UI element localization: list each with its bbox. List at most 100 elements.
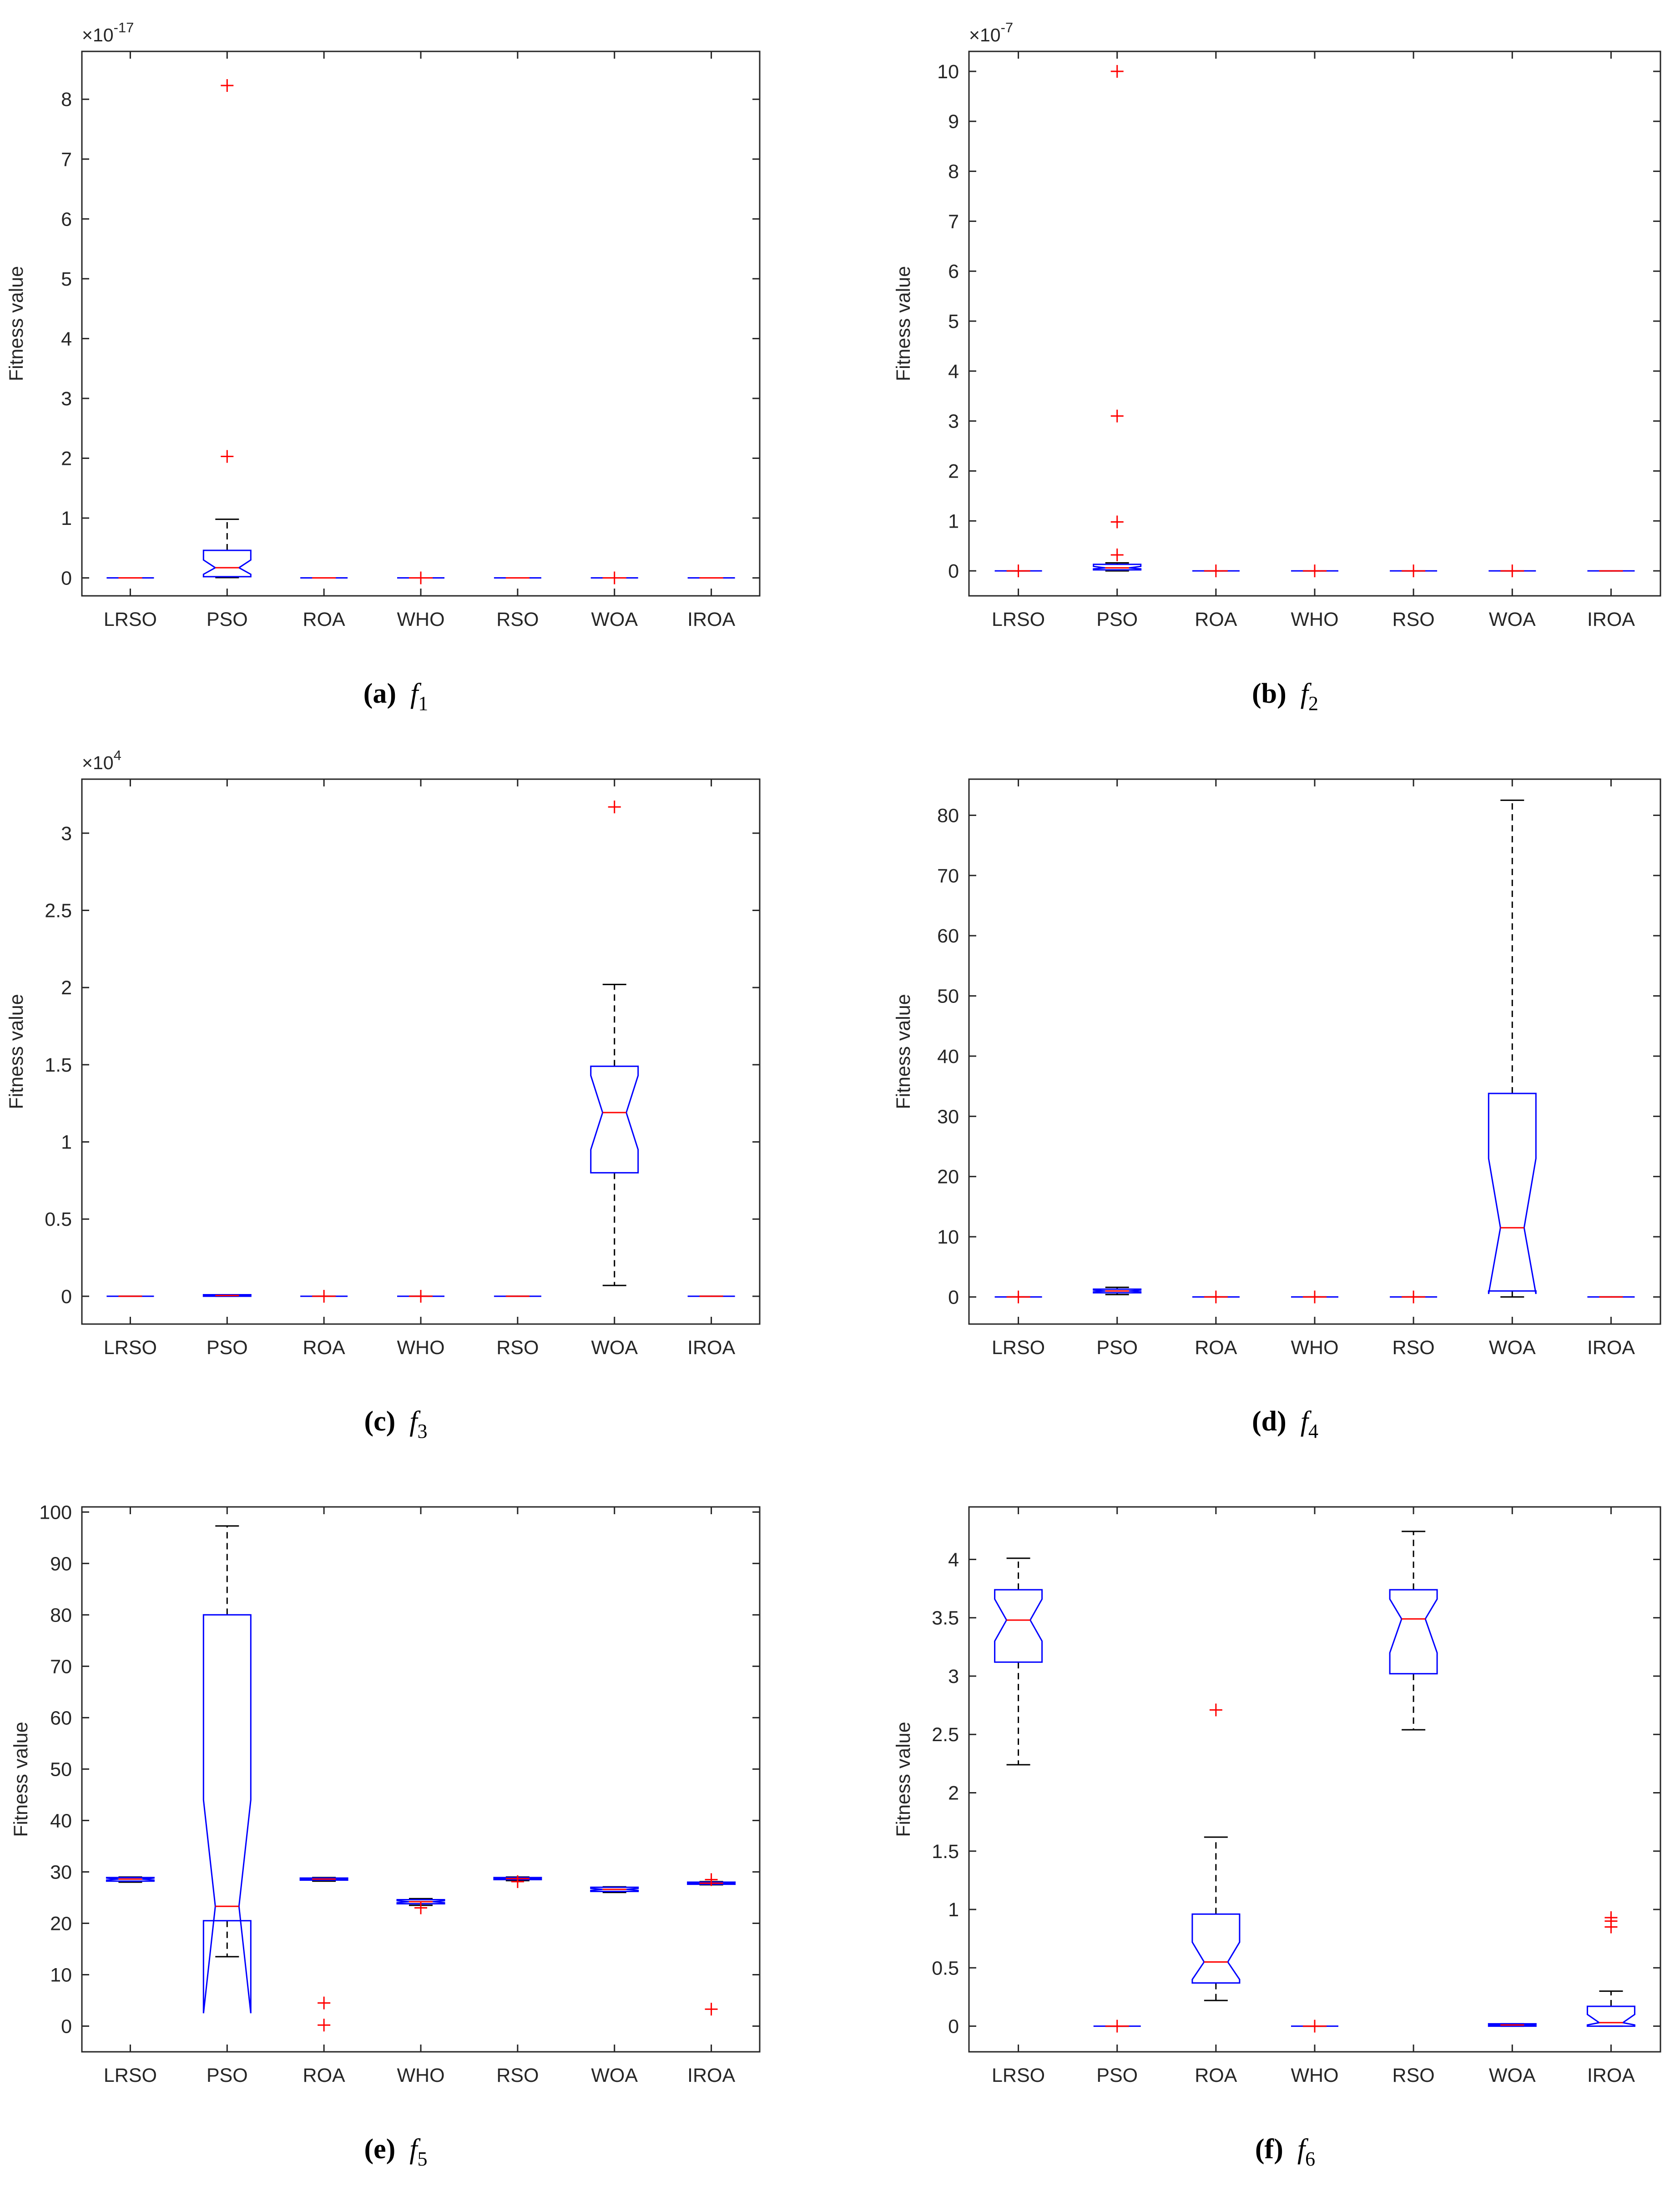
box-woa [590, 801, 639, 1286]
panel-caption: (a) f1 [363, 678, 429, 715]
box-body [1093, 564, 1142, 571]
box-pso [202, 1294, 252, 1297]
outlier-marker [414, 1901, 427, 1914]
x-tick-label: LRSO [104, 1337, 157, 1359]
x-tick-label: RSO [1392, 2065, 1435, 2086]
outlier-marker [1110, 2020, 1124, 2033]
y-axis-label: Fitness value [893, 266, 914, 381]
outlier-marker [1308, 1290, 1321, 1304]
x-tick-label: RSO [496, 1337, 539, 1359]
x-tick-label: WHO [1291, 609, 1338, 630]
y-tick-label: 3 [948, 411, 959, 433]
x-tick-label: IROA [687, 1337, 735, 1359]
y-tick-label: 0 [948, 2016, 959, 2038]
y-tick-label: 0.5 [932, 1957, 959, 1979]
box-who [396, 1898, 445, 1914]
box-roa [1192, 1290, 1240, 1304]
y-tick-label: 40 [937, 1046, 959, 1068]
x-tick-label: IROA [687, 2065, 735, 2086]
outlier-marker [1308, 564, 1321, 578]
y-tick-label: 20 [937, 1166, 959, 1188]
box-who [1291, 1290, 1338, 1304]
box-woa [590, 1886, 639, 1894]
y-tick-label: 2 [948, 460, 959, 482]
chart-panel-5: 0 10 20 30 40 50 60 70 80 90 100 LRSO PSO ROA WHO RSO WO… [10, 1501, 761, 2170]
y-tick-label: 30 [50, 1861, 72, 1883]
y-tick-label: 50 [937, 986, 959, 1007]
y-tick-label: 0 [61, 2015, 72, 2037]
box-who [1291, 2020, 1338, 2033]
caption-label: (d) [1252, 1406, 1286, 1437]
y-tick-label: 2 [948, 1783, 959, 1804]
x-tick-label: WHO [397, 2065, 444, 2086]
y-tick-label: 100 [39, 1501, 72, 1523]
caption-sub: 5 [418, 2148, 428, 2170]
x-tick-label: LRSO [992, 609, 1045, 630]
box-rso [1389, 1531, 1438, 1731]
box-woa [1488, 2023, 1537, 2027]
box-lrso [994, 564, 1042, 578]
y-tick-label: 4 [61, 328, 72, 350]
x-tick-label: IROA [687, 609, 735, 630]
outlier-marker [414, 571, 427, 584]
panel-caption: (e) f5 [364, 2134, 427, 2170]
box-roa [299, 1877, 348, 2032]
box-roa [1191, 1703, 1241, 2001]
outlier-marker [318, 1289, 331, 1303]
y-tick-label: 5 [948, 311, 959, 332]
y-tick-label: 7 [61, 149, 72, 171]
x-tick-label: ROA [1195, 1337, 1237, 1359]
chart-panel-3: 0 0.5 1 1.5 2 2.5 3 LRSO PSO ROA WHO RSO WOA IROA Fitn… [5, 747, 761, 1442]
y-axis-label: Fitness value [10, 1722, 32, 1837]
y-axis-label: Fitness value [893, 994, 914, 1109]
exponent-base: ×10 [969, 25, 1001, 45]
outlier-marker [1407, 1290, 1420, 1304]
outlier-marker [1209, 1703, 1222, 1717]
caption-space [396, 678, 410, 709]
caption-space [1283, 2134, 1297, 2165]
y-tick-label: 60 [937, 925, 959, 947]
box-lrso [994, 1557, 1043, 1766]
y-tick-label: 80 [937, 805, 959, 826]
y-tick-label: 1 [61, 508, 72, 529]
box-pso [1093, 1286, 1142, 1295]
y-tick-label: 10 [937, 1226, 959, 1248]
x-tick-label: PSO [1096, 2065, 1138, 2086]
x-tick-label: WHO [397, 1337, 444, 1359]
y-tick-label: 1 [948, 1899, 959, 1921]
caption-label: (f) [1255, 2134, 1283, 2165]
exponent-power: 4 [114, 747, 121, 763]
box-body [202, 549, 252, 578]
x-tick-label: WHO [1291, 2065, 1338, 2086]
x-tick-label: WOA [1489, 2065, 1536, 2086]
y-tick-label: 2.5 [932, 1724, 959, 1746]
y-tick-label: 2 [61, 977, 72, 999]
chart-panel-2: 0 1 2 3 4 5 6 7 8 9 10 LRSO PSO ROA WHO RSO WOA IROA Fitne… [893, 20, 1661, 715]
x-tick-label: ROA [1195, 609, 1237, 630]
x-tick-label: IROA [1587, 2065, 1635, 2086]
box-body [1488, 2023, 1537, 2027]
caption-sub: 4 [1308, 1420, 1318, 1442]
outlier-marker [1110, 548, 1124, 561]
y-tick-label: 1.5 [932, 1841, 959, 1863]
box-body [299, 1877, 348, 1881]
y-tick-label: 30 [937, 1106, 959, 1128]
caption-label: (b) [1252, 678, 1286, 709]
x-tick-label: WHO [397, 609, 444, 630]
y-tick-label: 70 [50, 1656, 72, 1677]
y-tick-label: 0 [61, 1286, 72, 1308]
outlier-marker [1110, 409, 1124, 423]
outlier-marker [1407, 564, 1420, 578]
box-body [106, 1877, 155, 1882]
exponent-base: ×10 [82, 25, 114, 45]
y-tick-label: 3 [61, 823, 72, 845]
y-tick-label: 6 [61, 208, 72, 230]
outlier-marker [318, 2019, 331, 2032]
y-tick-label: 1.5 [45, 1054, 72, 1076]
outlier-marker [1012, 564, 1025, 578]
box-iroa [687, 1873, 736, 2016]
caption-space [1286, 678, 1301, 709]
panel-caption: (c) f3 [364, 1406, 427, 1442]
